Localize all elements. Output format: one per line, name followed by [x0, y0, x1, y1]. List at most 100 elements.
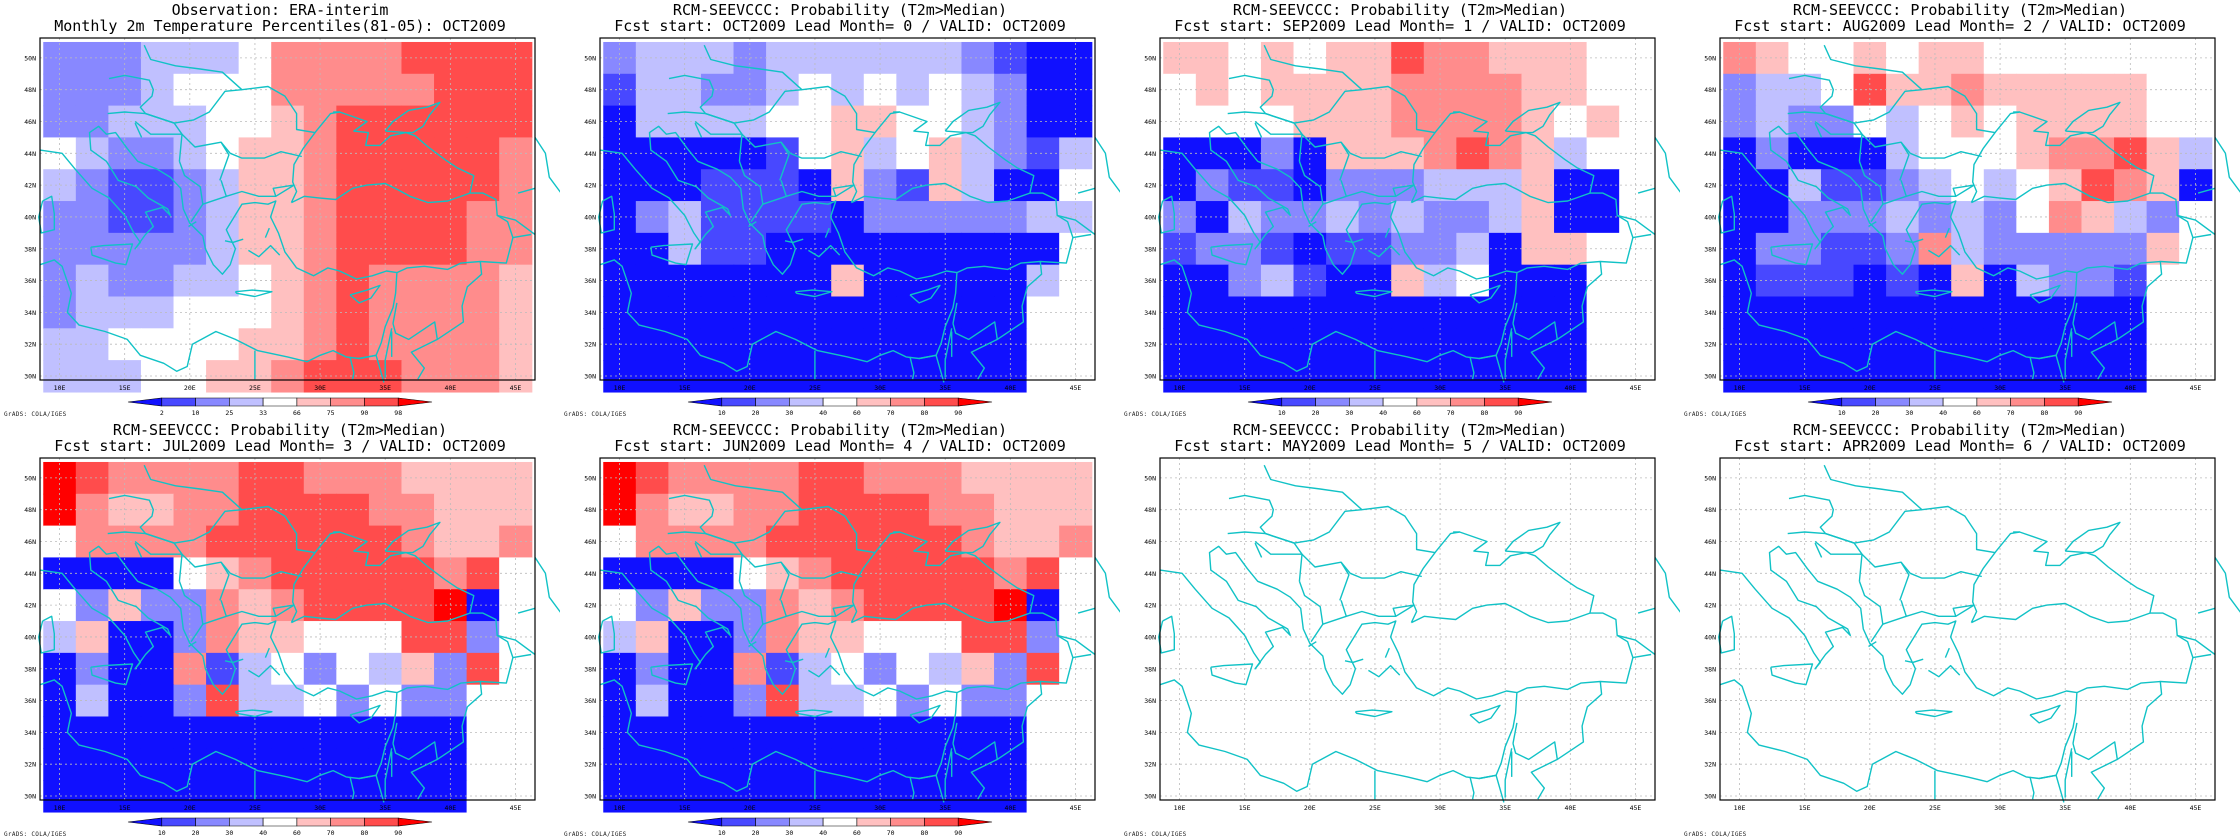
lon-tick-label: 15E: [1799, 384, 1811, 392]
lat-tick-label: 36N: [1704, 697, 1716, 705]
colorbar-swatch: [1315, 397, 1350, 407]
lat-tick-label: 48N: [584, 86, 596, 94]
grid-cell: [401, 41, 435, 75]
map-frame: [599, 457, 1096, 801]
lon-tick-label: 40E: [2124, 384, 2136, 392]
grid-cell: [1586, 105, 1620, 139]
grid-cell: [1026, 296, 1060, 329]
grid-cell: [401, 652, 435, 686]
lon-tick-label: 30E: [1994, 804, 2006, 812]
colorbar-swatch: [1909, 397, 1944, 407]
lon-tick-label: 20E: [744, 804, 756, 812]
lon-tick-label: 45E: [1630, 804, 1642, 812]
colorbar-label: 90: [394, 829, 402, 837]
lat-tick-label: 34N: [24, 729, 36, 737]
grid-cell: [401, 716, 435, 749]
colorbar-label: 30: [1345, 409, 1353, 417]
lat-tick-label: 42N: [24, 182, 36, 190]
lon-tick-label: 10E: [1734, 804, 1746, 812]
grid-cell: [466, 328, 500, 361]
lat-tick-label: 50N: [1144, 474, 1156, 482]
colorbar-label: 10: [718, 829, 726, 837]
colorbar-label: 20: [192, 829, 200, 837]
map-panel: 30N 32N 34N 36N 38N 40N 42N 44N 46N 48N 50N 10E 15E 2…: [560, 0, 1120, 420]
colorbar-label: 70: [887, 409, 895, 417]
colorbar-label: 30: [785, 409, 793, 417]
lon-tick-label: 10E: [1174, 804, 1186, 812]
grid-cell: [2081, 41, 2115, 75]
lon-tick-label: 45E: [1630, 384, 1642, 392]
grid-cell: [2146, 296, 2180, 329]
colorbar-swatch: [856, 817, 891, 827]
lat-tick-label: 44N: [584, 150, 596, 158]
grid-cell: [401, 557, 435, 590]
lat-tick-label: 44N: [1144, 150, 1156, 158]
grid-cell: [1026, 232, 1060, 266]
grid-cell: [466, 557, 500, 590]
map-frame: [599, 37, 1096, 381]
grid-cell: [1026, 137, 1060, 170]
colorbar-label: 10: [192, 409, 200, 417]
grid-cell: [401, 780, 435, 813]
grid-cell: [2146, 232, 2180, 266]
map-frame: [1159, 37, 1656, 381]
grid-cell: [961, 137, 995, 170]
colorbar-swatch: [721, 397, 756, 407]
colorbar-label: 90: [2074, 409, 2082, 417]
map-panel: 30N 32N 34N 36N 38N 40N 42N 44N 46N 48N 50N 10E 15E 2…: [1680, 420, 2240, 840]
colorbar-swatch: [687, 817, 723, 827]
grid-cell: [1586, 201, 1620, 234]
grid-cell: [1026, 264, 1060, 298]
lon-tick-label: 45E: [510, 384, 522, 392]
colorbar-swatch: [1875, 397, 1910, 407]
grid-cell: [2081, 137, 2115, 170]
grid-cell: [2081, 169, 2115, 202]
grid-cell: [961, 232, 995, 266]
lat-tick-label: 38N: [24, 665, 36, 673]
lat-tick-label: 30N: [1704, 793, 1716, 801]
lat-tick-label: 44N: [1704, 150, 1716, 158]
lon-tick-label: 15E: [1239, 384, 1251, 392]
map-frame: [1159, 457, 1656, 801]
panel-title: RCM-SEEVCCC: Probability (T2m>Median): [1792, 421, 2128, 439]
grid-cell: [401, 264, 435, 298]
lat-tick-label: 50N: [24, 474, 36, 482]
colorbar-swatch: [1416, 397, 1451, 407]
lat-tick-label: 36N: [584, 697, 596, 705]
lat-tick-label: 30N: [24, 793, 36, 801]
lon-tick-label: 10E: [54, 804, 66, 812]
map-canvas: 30N 32N 34N 36N 38N 40N 42N 44N 46N 48N 50N 10E 15E 2…: [24, 37, 560, 417]
grid-cell: [466, 264, 500, 298]
lat-tick-label: 32N: [1704, 341, 1716, 349]
lon-tick-label: 30E: [1434, 804, 1446, 812]
colorbar-swatch: [397, 397, 433, 407]
lat-tick-label: 44N: [1144, 570, 1156, 578]
lat-tick-label: 32N: [24, 341, 36, 349]
colorbar-label: 10: [1278, 409, 1286, 417]
lat-tick-label: 44N: [24, 150, 36, 158]
lat-tick-label: 50N: [584, 54, 596, 62]
map-frame: [1719, 457, 2216, 801]
colorbar-label: 20: [752, 829, 760, 837]
grid-cell: [466, 525, 500, 559]
colorbar-swatch: [1281, 397, 1316, 407]
colorbar-label: 30: [225, 829, 233, 837]
grid-cell: [1586, 296, 1620, 329]
grid-cell: [466, 105, 500, 139]
colorbar-swatch: [1942, 397, 1978, 407]
lat-tick-label: 42N: [584, 182, 596, 190]
colorbar-swatch: [229, 817, 264, 827]
gridlines: [1160, 38, 1655, 380]
colorbar-label: 70: [1447, 409, 1455, 417]
grid-cell: [2146, 73, 2180, 107]
lat-tick-label: 34N: [1704, 729, 1716, 737]
colorbar-swatch: [195, 817, 230, 827]
colorbar-label: 80: [1481, 409, 1489, 417]
grid-cell: [961, 684, 995, 718]
colorbar-swatch: [1349, 397, 1384, 407]
colorbar-label: 90: [954, 409, 962, 417]
colorbar-swatch: [397, 817, 433, 827]
grid-cell: [961, 360, 995, 393]
colorbar-swatch: [822, 397, 858, 407]
lat-tick-label: 34N: [24, 309, 36, 317]
